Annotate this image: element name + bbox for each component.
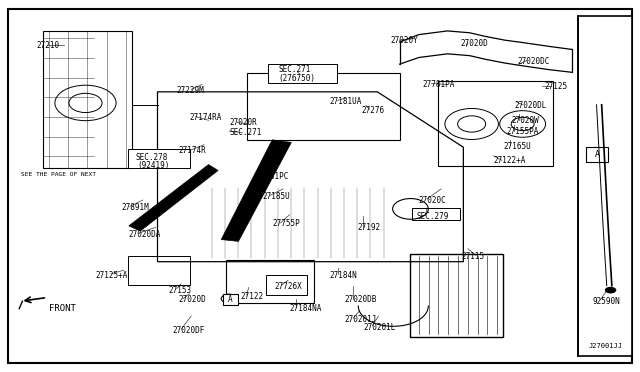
Text: 27020DA: 27020DA (129, 230, 161, 239)
Bar (127, 256, 190, 285)
Text: 27020D: 27020D (179, 295, 206, 304)
Text: 27125: 27125 (544, 82, 568, 91)
Text: 27174R: 27174R (179, 147, 206, 155)
Text: 27184NA: 27184NA (289, 304, 322, 313)
Text: SEC.271: SEC.271 (278, 65, 311, 74)
Text: 27755P: 27755P (272, 219, 300, 228)
Text: 27155PA: 27155PA (507, 127, 539, 136)
Bar (578, 16, 632, 356)
Text: 27115: 27115 (461, 252, 484, 262)
Text: 27020DL: 27020DL (515, 101, 547, 110)
Text: 27020DC: 27020DC (518, 57, 550, 66)
Text: 27020DB: 27020DB (344, 295, 376, 304)
Text: 27781PC: 27781PC (256, 172, 289, 181)
Bar (223, 294, 238, 305)
Text: 27276: 27276 (362, 106, 385, 115)
Text: 27125+A: 27125+A (96, 271, 128, 280)
Text: 27020DF: 27020DF (172, 326, 205, 335)
Bar (586, 147, 608, 162)
Text: 27184N: 27184N (330, 271, 357, 280)
Text: 27185U: 27185U (262, 192, 291, 201)
Text: 27020W: 27020W (511, 116, 539, 125)
Text: A: A (595, 150, 600, 159)
Text: 27020R: 27020R (230, 118, 257, 127)
Text: 27153: 27153 (168, 286, 191, 295)
Bar (226, 260, 314, 304)
Bar (412, 208, 460, 220)
Bar (266, 275, 307, 295)
Text: 27020Y: 27020Y (390, 36, 418, 45)
Text: SEC.278: SEC.278 (135, 153, 168, 162)
Text: SEC.279: SEC.279 (417, 212, 449, 221)
Text: A: A (228, 295, 232, 304)
Bar (410, 254, 503, 337)
Text: 270201J: 270201J (344, 315, 376, 324)
Text: 27122: 27122 (241, 292, 264, 301)
Polygon shape (129, 164, 218, 231)
Text: 270201L: 270201L (364, 323, 396, 331)
Text: (92419): (92419) (137, 161, 170, 170)
Text: (276750): (276750) (278, 74, 316, 83)
Polygon shape (221, 140, 291, 241)
Text: J27001JJ: J27001JJ (589, 343, 623, 349)
Text: 27210: 27210 (36, 41, 60, 50)
Text: 27192: 27192 (357, 223, 380, 232)
Text: 27229M: 27229M (177, 86, 204, 94)
Text: 27891M: 27891M (121, 203, 149, 212)
Text: 27020D: 27020D (460, 39, 488, 48)
Text: SEC.271: SEC.271 (230, 128, 262, 137)
Text: FRONT: FRONT (49, 304, 76, 313)
Text: 27181UA: 27181UA (330, 97, 362, 106)
Text: 27726X: 27726X (274, 282, 302, 291)
Text: 27165U: 27165U (504, 142, 531, 151)
Text: 27122+A: 27122+A (493, 156, 525, 166)
Text: 27020C: 27020C (419, 196, 447, 205)
Bar (268, 64, 337, 83)
Text: 92590N: 92590N (593, 297, 621, 306)
Bar (127, 149, 190, 168)
Text: SEE THE PAGE OF NEXT: SEE THE PAGE OF NEXT (20, 173, 95, 177)
Circle shape (605, 287, 616, 294)
Text: 27781PA: 27781PA (422, 80, 454, 89)
Text: 27174RA: 27174RA (189, 113, 221, 122)
